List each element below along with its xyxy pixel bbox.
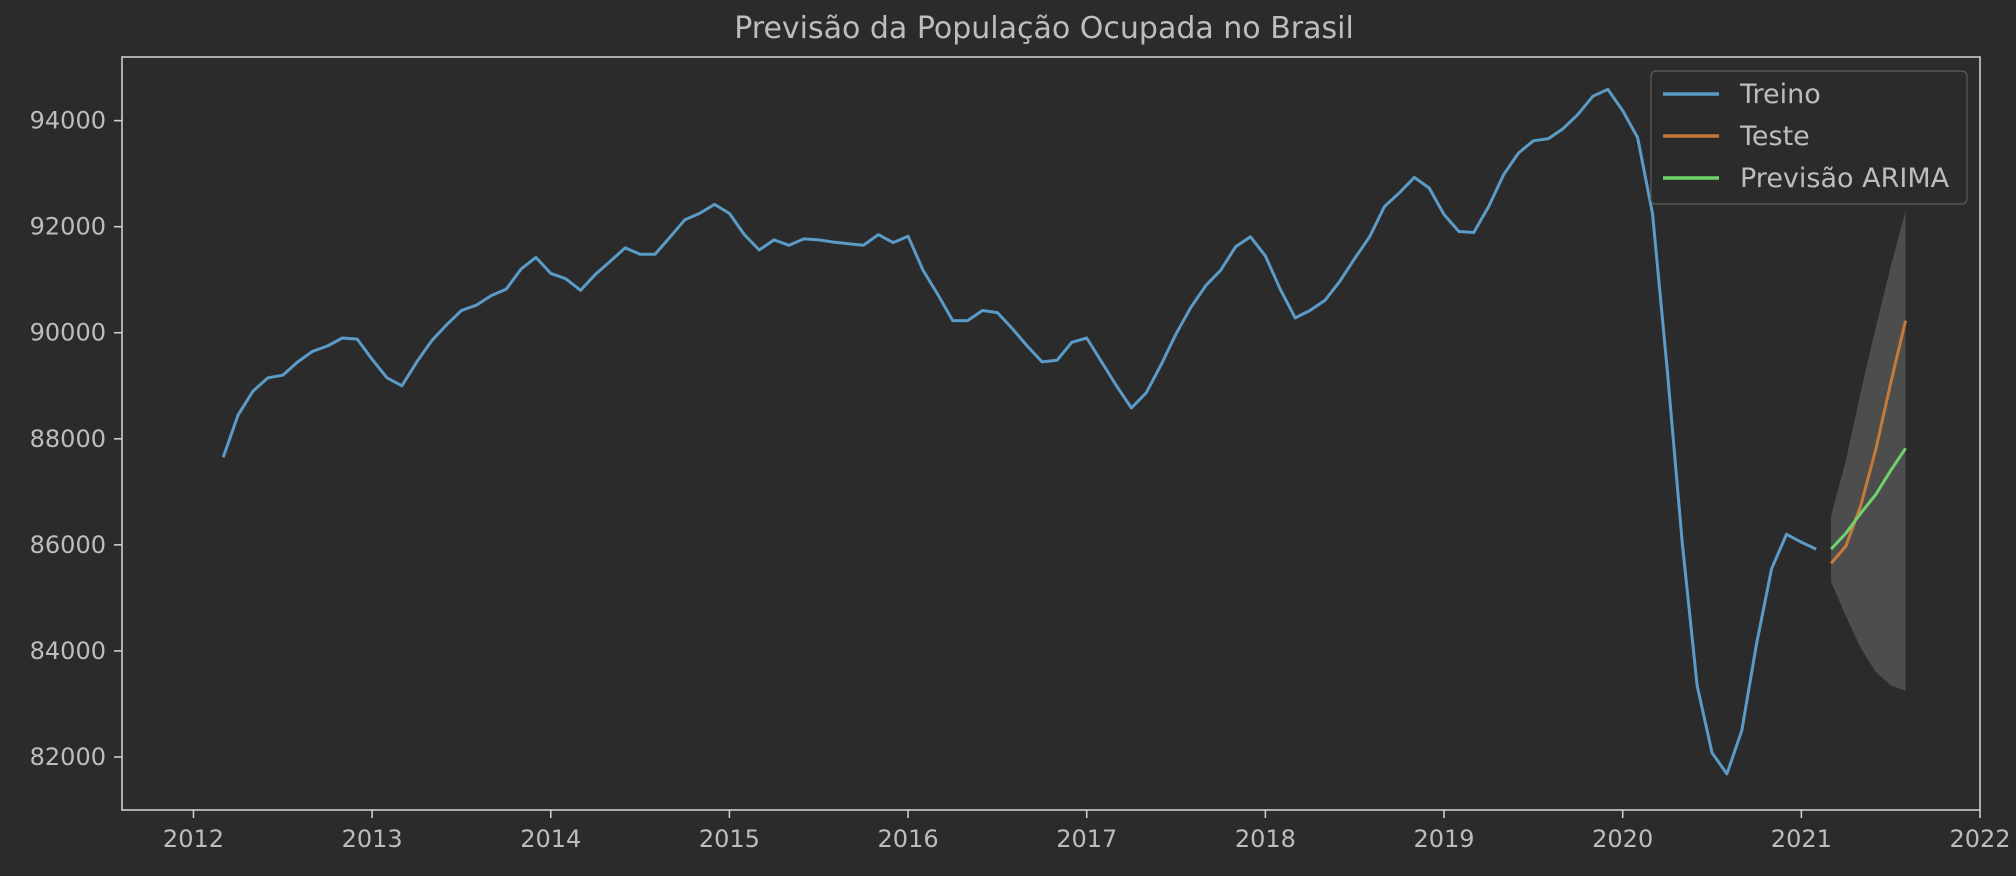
x-tick-label: 2013 [342, 825, 403, 853]
y-tick-label: 92000 [30, 213, 106, 241]
x-tick-label: 2019 [1413, 825, 1474, 853]
series-lines-layer [221, 87, 1908, 776]
legend-box [1650, 70, 1968, 205]
x-tick-label: 2015 [699, 825, 760, 853]
x-tick-label: 2022 [1949, 825, 2010, 853]
x-tick-label: 2021 [1771, 825, 1832, 853]
confidence-interval-band [1831, 210, 1906, 691]
x-axis: 2012 2013 2014 2015 2016 2017 2018 2019 2020 2021… [163, 810, 2011, 853]
series-line-teste [1829, 320, 1908, 565]
y-tick-label: 94000 [30, 107, 106, 135]
legend-label-treino: Treino [1739, 79, 1821, 110]
y-tick-label: 82000 [30, 743, 106, 771]
x-tick-label: 2020 [1592, 825, 1653, 853]
legend-label-teste: Teste [1739, 121, 1810, 152]
x-tick-label: 2014 [520, 825, 581, 853]
x-tick-label: 2012 [163, 825, 224, 853]
y-tick-label: 90000 [30, 319, 106, 347]
y-tick-label: 86000 [30, 531, 106, 559]
y-tick-label: 84000 [30, 637, 106, 665]
chart-title: Previsão da População Ocupada no Brasil [734, 11, 1354, 46]
legend-label-previsao-arima: Previsão ARIMA [1740, 163, 1950, 194]
x-tick-label: 2017 [1056, 825, 1117, 853]
x-tick-label: 2018 [1235, 825, 1296, 853]
x-tick-label: 2016 [878, 825, 939, 853]
plot-area-frame [121, 56, 1981, 811]
series-line-treino [221, 87, 1817, 776]
legend: Treino Teste Previsão ARIMA [1650, 70, 1968, 205]
y-axis: 82000 84000 86000 88000 90000 92000 94000 [30, 107, 122, 771]
series-line-previsao-arima [1830, 447, 1907, 551]
confidence-interval-layer [1831, 210, 1906, 691]
y-tick-label: 88000 [30, 425, 106, 453]
